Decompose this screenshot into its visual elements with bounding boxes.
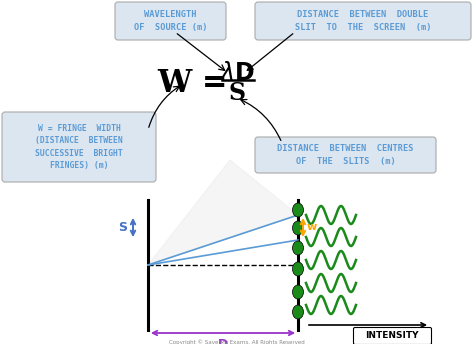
FancyBboxPatch shape xyxy=(354,327,431,344)
Polygon shape xyxy=(148,160,298,265)
Text: W = FRINGE  WIDTH
(DISTANCE  BETWEEN
SUCCESSIVE  BRIGHT
FRINGES) (m): W = FRINGE WIDTH (DISTANCE BETWEEN SUCCE… xyxy=(35,124,123,170)
Ellipse shape xyxy=(292,203,303,217)
FancyBboxPatch shape xyxy=(2,112,156,182)
Text: DISTANCE  BETWEEN  DOUBLE
SLIT  TO  THE  SCREEN  (m): DISTANCE BETWEEN DOUBLE SLIT TO THE SCRE… xyxy=(295,10,431,32)
Text: S: S xyxy=(228,81,246,105)
Ellipse shape xyxy=(292,285,303,299)
Text: Copyright © Save My Exams. All Rights Reserved: Copyright © Save My Exams. All Rights Re… xyxy=(169,339,305,344)
Text: D: D xyxy=(218,337,228,344)
Ellipse shape xyxy=(292,221,303,235)
Text: WAVELENGTH
OF  SOURCE (m): WAVELENGTH OF SOURCE (m) xyxy=(134,10,207,32)
Text: $\lambda$D: $\lambda$D xyxy=(219,61,255,85)
Text: W =: W = xyxy=(158,68,228,99)
FancyBboxPatch shape xyxy=(255,137,436,173)
Ellipse shape xyxy=(292,241,303,255)
Text: S: S xyxy=(118,221,128,234)
Text: w: w xyxy=(307,223,317,233)
Text: DISTANCE  BETWEEN  CENTRES
OF  THE  SLITS  (m): DISTANCE BETWEEN CENTRES OF THE SLITS (m… xyxy=(277,144,414,166)
Ellipse shape xyxy=(292,305,303,319)
FancyBboxPatch shape xyxy=(255,2,471,40)
FancyBboxPatch shape xyxy=(115,2,226,40)
Ellipse shape xyxy=(292,262,303,276)
Text: INTENSITY: INTENSITY xyxy=(365,332,419,341)
